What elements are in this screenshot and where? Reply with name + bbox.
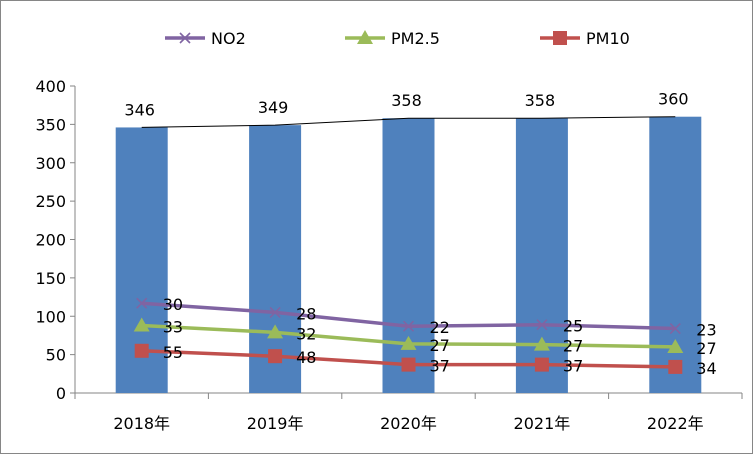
series-point	[136, 297, 148, 309]
legend-marker	[179, 32, 191, 44]
series-point	[668, 359, 683, 374]
legend-marker	[357, 30, 373, 44]
bar	[515, 118, 568, 394]
series-point	[536, 319, 548, 331]
bar	[249, 125, 302, 393]
y-tick-label: 250	[35, 192, 66, 211]
series-point	[268, 349, 283, 364]
y-tick-label: 50	[46, 346, 66, 365]
series-data-label: 27	[696, 339, 716, 358]
legend-label: PM2.5	[391, 29, 440, 48]
bar-data-label: 346	[124, 100, 155, 119]
series-data-label: 48	[296, 348, 316, 367]
trend-line	[141, 116, 676, 128]
series-point	[669, 322, 681, 335]
y-tick-label: 300	[35, 154, 66, 173]
series-data-label: 33	[163, 317, 183, 336]
legend-label: PM10	[586, 29, 630, 48]
legend-marker	[553, 31, 567, 45]
legend-label: NO2	[211, 29, 246, 48]
bar-data-label: 358	[525, 91, 556, 110]
series-data-label: 22	[430, 318, 450, 337]
series-data-label: 27	[563, 337, 583, 356]
x-tick-label: 2019年	[247, 414, 304, 433]
y-tick-label: 400	[35, 77, 66, 96]
y-tick-label: 350	[35, 115, 66, 134]
y-tick-label: 0	[56, 384, 66, 403]
series-point	[401, 357, 416, 372]
x-tick-label: 2021年	[514, 414, 571, 433]
series-point	[133, 317, 150, 332]
series-point	[533, 336, 550, 351]
axes: 0 50 100 150 200 250 300 350 400 2018年 2019年 2020年 2…	[35, 77, 743, 433]
y-tick-label: 100	[35, 307, 66, 326]
bar-data-label: 349	[258, 98, 289, 117]
trend-line-group	[141, 116, 676, 128]
series-data-label: 25	[563, 317, 583, 336]
series-point	[667, 338, 684, 353]
series-data-label: 55	[163, 343, 183, 362]
series-data-label: 34	[696, 359, 716, 378]
x-tick-label: 2020年	[380, 414, 437, 433]
series-point	[534, 357, 549, 372]
x-tick-label: 2022年	[647, 414, 704, 433]
series-data-label: 28	[296, 304, 316, 323]
series-point	[402, 320, 415, 332]
series-data-label: 27	[430, 336, 450, 355]
series-data-label: 23	[696, 321, 716, 340]
line-series-group	[133, 297, 684, 374]
legend: NO2 PM2.5 PM10	[165, 29, 630, 48]
data-labels: 346 349 358 358 360 30 28 22 25 23 33 32 27 27 27 55 48 3…	[124, 90, 716, 378]
bar-data-label: 358	[391, 91, 422, 110]
series-data-label: 30	[163, 295, 183, 314]
series-point	[400, 335, 417, 350]
series-point	[269, 306, 281, 318]
bar-data-label: 360	[658, 90, 689, 109]
bar	[382, 118, 435, 394]
series-point	[134, 343, 149, 358]
series-data-label: 37	[430, 357, 450, 376]
series-data-label: 37	[563, 357, 583, 376]
series-data-label: 32	[296, 324, 316, 343]
series-point	[267, 324, 284, 339]
y-tick-label: 200	[35, 231, 66, 250]
x-tick-label: 2018年	[113, 414, 170, 433]
y-tick-label: 150	[35, 269, 66, 288]
